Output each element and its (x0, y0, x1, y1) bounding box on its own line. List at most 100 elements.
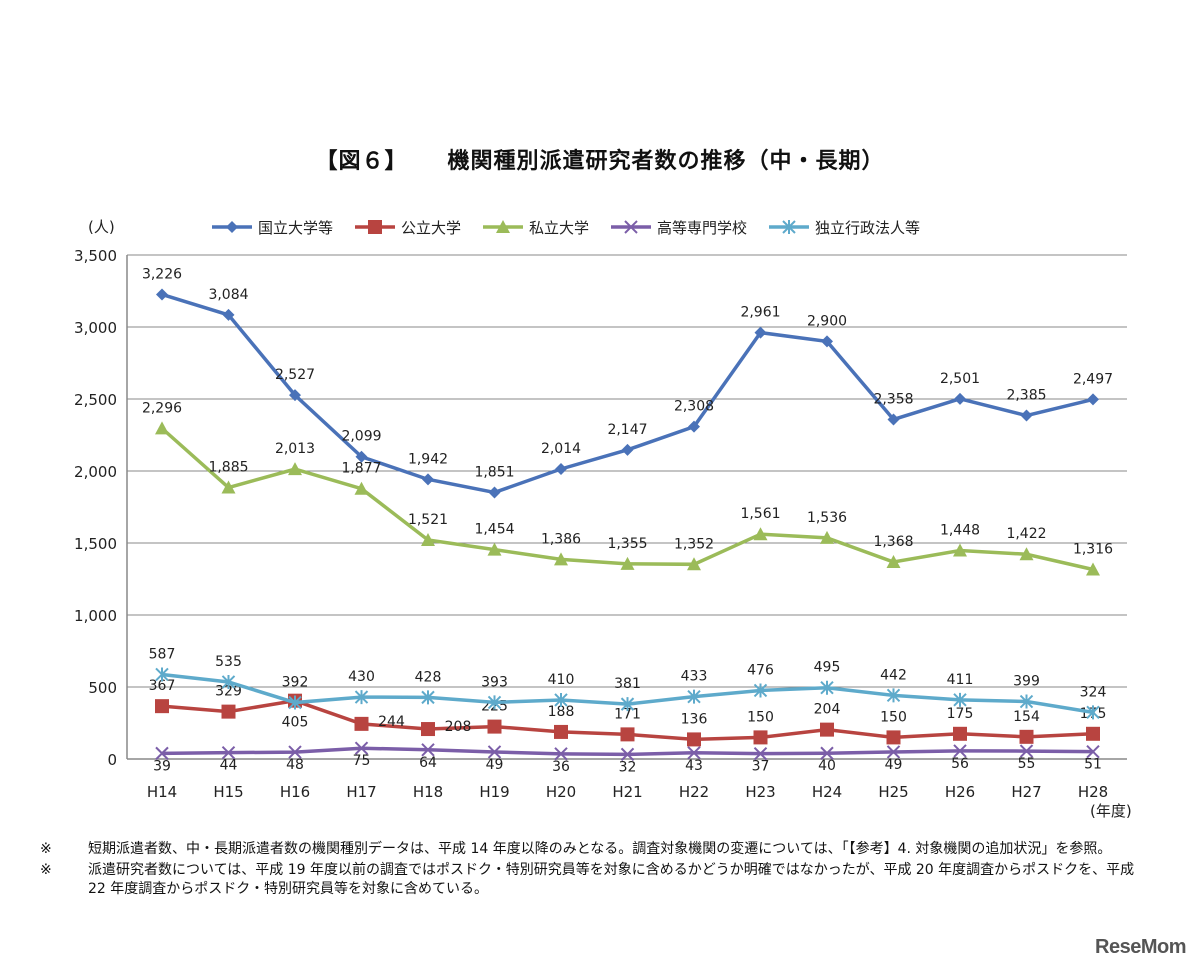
data-label: 175 (947, 706, 974, 722)
data-point-asterisk (782, 220, 796, 234)
x-tick-label: H14 (147, 783, 177, 801)
data-point-square (620, 727, 635, 742)
data-label: 1,454 (474, 522, 514, 538)
data-label: 44 (220, 758, 238, 774)
y-tick-label: 2,000 (74, 463, 117, 481)
data-point-diamond (222, 308, 235, 321)
data-label: 1,355 (607, 536, 647, 552)
data-point-square (953, 726, 967, 741)
legend-label: 独立行政法人等 (815, 219, 920, 237)
data-point-square (1086, 726, 1100, 741)
data-label: 587 (149, 646, 176, 662)
data-point-asterisk (1019, 694, 1034, 709)
data-point-x (288, 745, 302, 759)
data-label: 442 (880, 667, 907, 683)
legend-label: 高等専門学校 (657, 219, 747, 237)
y-tick-label: 0 (107, 751, 117, 769)
data-point-square (354, 716, 369, 731)
data-label: 430 (348, 669, 375, 685)
data-point-asterisk (288, 695, 302, 710)
figure-number: 【図６】 (315, 149, 408, 174)
data-label: 150 (880, 709, 907, 725)
y-tick-label: 1,000 (74, 607, 117, 625)
data-point-diamond (1020, 409, 1033, 422)
title-text: 機関種別派遣研究者数の推移（中・長期） (447, 149, 885, 174)
data-point-x (421, 743, 435, 757)
data-label: 49 (486, 757, 504, 773)
resemom-logo: ReseMom (1095, 936, 1186, 958)
data-label: 433 (681, 669, 708, 685)
data-label: 535 (215, 654, 242, 670)
data-label: 244 (378, 714, 405, 730)
data-point-x (487, 745, 502, 759)
data-label: 405 (282, 715, 309, 731)
data-label: 43 (685, 758, 703, 774)
x-tick-label: H23 (745, 783, 775, 801)
data-label: 2,147 (607, 422, 647, 438)
y-tick-label: 500 (88, 679, 117, 697)
data-label: 2,308 (674, 399, 714, 415)
data-label: 1,352 (674, 536, 714, 552)
series-line (161, 292, 1094, 495)
x-tick-label: H21 (612, 783, 642, 801)
data-label: 136 (681, 711, 708, 727)
data-point-diamond (422, 473, 434, 486)
x-tick-label: H19 (479, 783, 509, 801)
footnotes: ※ 短期派遣者数、中・長期派遣者数の機関種別データは、平成 14 年度以降のみとな… (40, 840, 1150, 901)
y-tick-label: 3,500 (74, 247, 117, 265)
data-label: 154 (1013, 709, 1040, 725)
data-point-triangle (886, 555, 901, 569)
data-point-asterisk (820, 680, 834, 695)
legend-label: 公立大学 (401, 219, 461, 237)
data-label: 476 (747, 662, 774, 678)
data-point-square (421, 722, 435, 737)
data-point-square (687, 732, 701, 747)
data-label: 171 (614, 706, 641, 722)
data-label: 381 (614, 676, 641, 692)
data-label: 2,296 (142, 400, 182, 416)
data-label: 393 (481, 674, 508, 690)
chart-title: 【図６】 機関種別派遣研究者数の推移（中・長期） (0, 143, 1200, 175)
data-label: 1,851 (474, 464, 514, 480)
data-label: 188 (548, 704, 575, 720)
data-point-triangle (288, 462, 302, 476)
data-point-x (624, 220, 638, 234)
x-tick-label: H27 (1011, 783, 1041, 801)
data-label: 75 (353, 753, 371, 769)
y-tick-label: 1,500 (74, 535, 117, 553)
data-point-diamond (621, 443, 634, 456)
data-label: 1,885 (208, 460, 248, 476)
data-point-x (753, 746, 768, 761)
data-point-triangle (421, 532, 435, 546)
data-label: 2,961 (740, 305, 780, 321)
data-label: 1,386 (541, 531, 581, 547)
data-label: 399 (1013, 674, 1040, 690)
x-tick-label: H26 (945, 783, 975, 801)
data-label: 3,084 (208, 287, 248, 303)
x-tick-label: H28 (1078, 783, 1108, 801)
y-tick-label: 3,000 (74, 319, 117, 337)
x-tick-label: H25 (878, 783, 908, 801)
data-label: 36 (552, 759, 570, 775)
data-point-diamond (821, 335, 833, 348)
data-label: 411 (947, 672, 974, 688)
x-axis-label: (年度) (1090, 802, 1132, 820)
x-tick-label: H20 (546, 783, 576, 801)
data-point-asterisk (753, 683, 768, 698)
data-point-diamond (954, 392, 966, 405)
data-point-x (354, 741, 369, 755)
line-chart: 0 500 1,000 1,500 2,000 2,500 3,000 3,500 (人) (年度… (74, 218, 1132, 820)
data-label: 367 (149, 678, 176, 694)
x-tick-label: H15 (213, 783, 243, 801)
data-label: 1,521 (408, 512, 448, 528)
data-label: 428 (415, 669, 442, 685)
data-point-square (487, 719, 502, 734)
data-point-asterisk (1086, 705, 1100, 720)
data-label: 410 (548, 672, 575, 688)
data-point-triangle (554, 552, 568, 566)
data-label: 2,527 (275, 367, 315, 383)
data-point-asterisk (953, 692, 967, 707)
data-label: 1,877 (341, 461, 381, 477)
y-axis-label: (人) (88, 218, 115, 236)
data-point-x (820, 746, 834, 760)
